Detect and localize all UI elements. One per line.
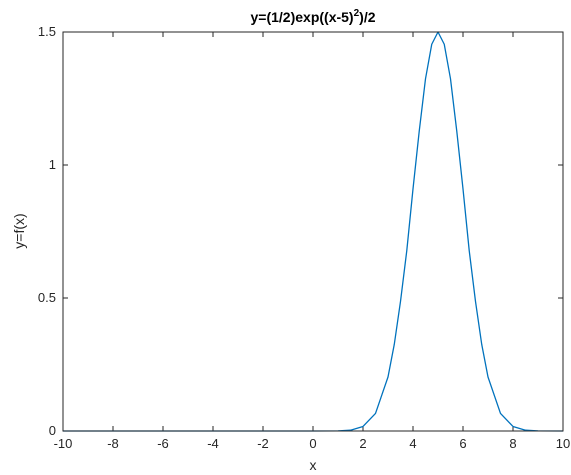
y-tick-label: 0.5 xyxy=(38,290,56,305)
x-tick-label: 10 xyxy=(556,436,570,451)
chart-title-prefix: y=(1/2)exp((x-5) xyxy=(251,9,354,25)
chart-title-superscript: 2 xyxy=(354,8,360,19)
x-tick-label: -2 xyxy=(257,436,269,451)
plot-area xyxy=(63,32,563,431)
y-tick-label: 1 xyxy=(49,157,56,172)
y-tick-label: 0 xyxy=(49,423,56,438)
x-tick-label: -8 xyxy=(107,436,119,451)
x-tick-label: 6 xyxy=(459,436,466,451)
x-axis-label: x xyxy=(310,457,317,473)
x-tick-label: -10 xyxy=(54,436,73,451)
axes-box xyxy=(62,31,564,432)
x-tick-label: 8 xyxy=(509,436,516,451)
chart-title-suffix: )/2 xyxy=(359,9,376,25)
x-tick-label: -4 xyxy=(207,436,219,451)
series-line xyxy=(63,31,564,432)
x-tick-label: 2 xyxy=(359,436,366,451)
series-layer xyxy=(63,31,564,432)
chart-title: y=(1/2)exp((x-5)2)/2 xyxy=(251,8,376,25)
y-tick-label: 1.5 xyxy=(38,24,56,39)
x-tick-label: 0 xyxy=(309,436,316,451)
y-axis-label: y=f(x) xyxy=(11,213,27,248)
y-ticks: 0 0.5 1 1.5 xyxy=(38,24,563,438)
x-tick-label: 4 xyxy=(409,436,416,451)
x-tick-label: -6 xyxy=(157,436,169,451)
